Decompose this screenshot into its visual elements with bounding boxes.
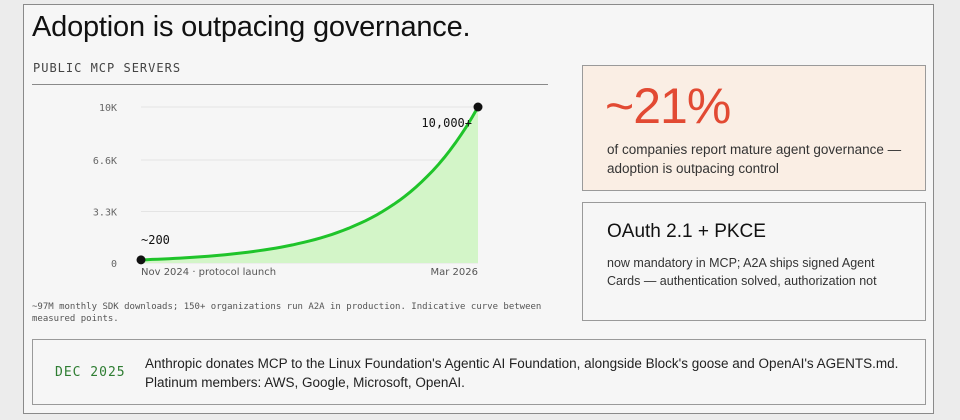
oauth-card: OAuth 2.1 + PKCE now mandatory in MCP; A…: [582, 202, 926, 321]
chart-divider: [32, 84, 548, 85]
y-tick-label: 0: [111, 259, 117, 270]
oauth-title: OAuth 2.1 + PKCE: [607, 221, 766, 242]
data-label: ~200: [141, 233, 170, 247]
event-text: Anthropic donates MCP to the Linux Found…: [145, 356, 899, 390]
y-tick-label: 10K: [99, 103, 117, 114]
y-tick-label: 6.6K: [93, 156, 117, 167]
event-date: DEC 2025: [55, 365, 126, 380]
point-labels: ~200 10,000+: [141, 116, 472, 247]
event-callout: DEC 2025 Anthropic donates MCP to the Li…: [32, 339, 926, 405]
data-point: [136, 255, 146, 265]
x-axis-ticks: Nov 2024 · protocol launch Mar 2026: [141, 267, 478, 278]
chart-label: PUBLIC MCP SERVERS: [33, 61, 182, 75]
stat-description: of companies report mature agent governa…: [607, 142, 902, 176]
oauth-description: now mandatory in MCP; A2A ships signed A…: [607, 256, 877, 288]
chart-footnote: ~97M monthly SDK downloads; 150+ organiz…: [32, 302, 542, 324]
slide-card: Adoption is outpacing governance. PUBLIC…: [23, 4, 934, 414]
page-title: Adoption is outpacing governance.: [32, 11, 471, 43]
data-points: [136, 102, 483, 265]
data-label: 10,000+: [421, 116, 472, 130]
y-axis-ticks: 0 3.3K 6.6K 10K: [93, 103, 117, 270]
x-tick-label: Mar 2026: [431, 267, 479, 278]
y-tick-label: 3.3K: [93, 208, 117, 219]
data-point: [473, 102, 483, 112]
curve-area-fill: [141, 107, 478, 263]
x-tick-label: Nov 2024 · protocol launch: [141, 267, 276, 278]
governance-stat-card: ~21% of companies report mature agent go…: [582, 65, 926, 191]
curve-line: [140, 106, 480, 262]
chart: 0 3.3K 6.6K 10K ~200 10,000+ Nov 2024 · prot…: [93, 102, 483, 278]
stat-value: ~21%: [605, 78, 731, 134]
